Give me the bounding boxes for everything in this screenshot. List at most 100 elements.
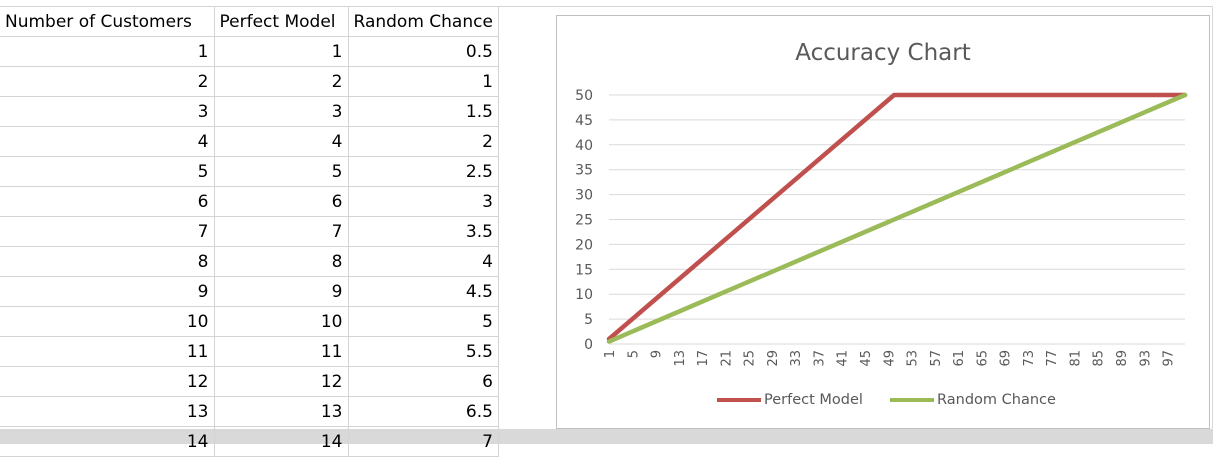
table-cell[interactable]: 1 bbox=[214, 36, 349, 67]
table-cell[interactable]: 7 bbox=[214, 216, 349, 247]
table-cell[interactable]: 5 bbox=[0, 156, 215, 187]
x-tick-label: 97 bbox=[1162, 350, 1177, 367]
table-cell[interactable]: 6 bbox=[214, 186, 349, 217]
y-tick-label: 0 bbox=[584, 337, 593, 353]
table-cell[interactable]: 12 bbox=[0, 366, 215, 397]
x-tick-label: 61 bbox=[952, 350, 967, 367]
x-tick-label: 85 bbox=[1092, 350, 1107, 367]
y-tick-label: 40 bbox=[575, 138, 593, 154]
y-tick-label: 15 bbox=[575, 262, 593, 278]
table-row: 5 5 2.5 bbox=[0, 156, 499, 187]
y-tick-label: 5 bbox=[584, 312, 593, 328]
header-cell[interactable]: Number of Customers bbox=[0, 7, 215, 37]
table-cell[interactable]: 2 bbox=[214, 66, 349, 97]
y-tick-label: 45 bbox=[575, 113, 593, 129]
table-row: 14 14 7 bbox=[0, 426, 499, 457]
chart-title: Accuracy Chart bbox=[795, 40, 971, 66]
table-cell[interactable]: 0.5 bbox=[348, 36, 499, 67]
x-tick-label: 17 bbox=[696, 350, 711, 367]
x-tick-label: 5 bbox=[626, 350, 641, 358]
x-tick-label: 45 bbox=[859, 350, 874, 367]
x-tick-label: 21 bbox=[719, 350, 734, 367]
legend-label-perfect-model: Perfect Model bbox=[764, 392, 863, 408]
table-row: 11 11 5.5 bbox=[0, 336, 499, 367]
table-cell[interactable]: 4 bbox=[348, 246, 499, 277]
series-line-random-chance bbox=[606, 92, 1188, 344]
table-cell[interactable]: 11 bbox=[0, 336, 215, 367]
table-cell[interactable]: 6 bbox=[0, 186, 215, 217]
table-cell[interactable]: 13 bbox=[214, 396, 349, 427]
x-tick-label: 93 bbox=[1138, 350, 1153, 367]
table-row: 3 3 1.5 bbox=[0, 96, 499, 127]
table-cell[interactable]: 5 bbox=[348, 306, 499, 337]
y-tick-label: 10 bbox=[575, 287, 593, 303]
table-cell[interactable]: 1 bbox=[348, 66, 499, 97]
table-cell[interactable]: 4 bbox=[214, 126, 349, 157]
header-cell[interactable]: Random Chance bbox=[348, 7, 499, 37]
chart-legend: Perfect Model Random Chance bbox=[557, 392, 1209, 412]
table-cell[interactable]: 4 bbox=[0, 126, 215, 157]
x-tick-label: 53 bbox=[906, 350, 921, 367]
table-cell[interactable]: 10 bbox=[214, 306, 349, 337]
table-cell[interactable]: 7 bbox=[0, 216, 215, 247]
table-cell[interactable]: 9 bbox=[214, 276, 349, 307]
table-cell[interactable]: 1.5 bbox=[348, 96, 499, 127]
legend-item-random-chance: Random Chance bbox=[890, 392, 1056, 408]
table-cell[interactable]: 3.5 bbox=[348, 216, 499, 247]
table-cell[interactable]: 9 bbox=[0, 276, 215, 307]
x-tick-label: 77 bbox=[1045, 350, 1060, 367]
table-cell[interactable]: 12 bbox=[214, 366, 349, 397]
table-cell[interactable]: 1 bbox=[0, 36, 215, 67]
table-cell[interactable]: 3 bbox=[214, 96, 349, 127]
table-cell[interactable]: 2 bbox=[348, 126, 499, 157]
y-tick-label: 25 bbox=[575, 213, 593, 229]
table-row: 1 1 0.5 bbox=[0, 36, 499, 67]
table-cell[interactable]: 2 bbox=[0, 66, 215, 97]
y-tick-label: 50 bbox=[575, 88, 593, 104]
data-table: Number of Customers Perfect Model Random C… bbox=[0, 7, 499, 457]
table-row: 12 12 6 bbox=[0, 366, 499, 397]
x-tick-label: 49 bbox=[882, 350, 897, 367]
table-row: 9 9 4.5 bbox=[0, 276, 499, 307]
table-cell[interactable]: 4.5 bbox=[348, 276, 499, 307]
column-header-strip bbox=[0, 0, 1213, 7]
table-cell[interactable]: 13 bbox=[0, 396, 215, 427]
table-cell[interactable]: 11 bbox=[214, 336, 349, 367]
table-cell[interactable]: 5.5 bbox=[348, 336, 499, 367]
accuracy-chart[interactable]: Accuracy Chart 0 5 10 15 20 25 30 35 40 45 50 1 5 9 13… bbox=[556, 15, 1210, 429]
table-cell[interactable]: 14 bbox=[0, 426, 215, 457]
x-tick-label: 89 bbox=[1115, 350, 1130, 367]
table-cell[interactable]: 6.5 bbox=[348, 396, 499, 427]
table-cell[interactable]: 7 bbox=[348, 426, 499, 457]
table-row: 13 13 6.5 bbox=[0, 396, 499, 427]
table-cell[interactable]: 10 bbox=[0, 306, 215, 337]
legend-swatch-perfect-model bbox=[717, 398, 761, 402]
x-tick-label: 1 bbox=[603, 350, 618, 358]
table-cell[interactable]: 8 bbox=[0, 246, 215, 277]
series-line-perfect-model bbox=[606, 92, 1188, 342]
table-cell[interactable]: 8 bbox=[214, 246, 349, 277]
header-row: Number of Customers Perfect Model Random C… bbox=[0, 7, 499, 37]
legend-label-random-chance: Random Chance bbox=[937, 392, 1056, 408]
table-cell[interactable]: 3 bbox=[0, 96, 215, 127]
y-tick-label: 35 bbox=[575, 163, 593, 179]
table-cell[interactable]: 2.5 bbox=[348, 156, 499, 187]
legend-item-perfect-model: Perfect Model bbox=[717, 392, 863, 408]
x-tick-label: 37 bbox=[812, 350, 827, 367]
table-cell[interactable]: 14 bbox=[214, 426, 349, 457]
legend-swatch-random-chance bbox=[890, 398, 934, 402]
x-tick-label: 9 bbox=[650, 350, 665, 358]
x-tick-label: 25 bbox=[743, 350, 758, 367]
table-cell[interactable]: 3 bbox=[348, 186, 499, 217]
x-tick-label: 65 bbox=[975, 350, 990, 367]
x-tick-label: 57 bbox=[929, 350, 944, 367]
x-tick-label: 29 bbox=[766, 350, 781, 367]
x-tick-label: 69 bbox=[999, 350, 1014, 367]
table-cell[interactable]: 5 bbox=[214, 156, 349, 187]
table-cell[interactable]: 6 bbox=[348, 366, 499, 397]
table-row: 7 7 3.5 bbox=[0, 216, 499, 247]
header-cell[interactable]: Perfect Model bbox=[214, 7, 349, 37]
